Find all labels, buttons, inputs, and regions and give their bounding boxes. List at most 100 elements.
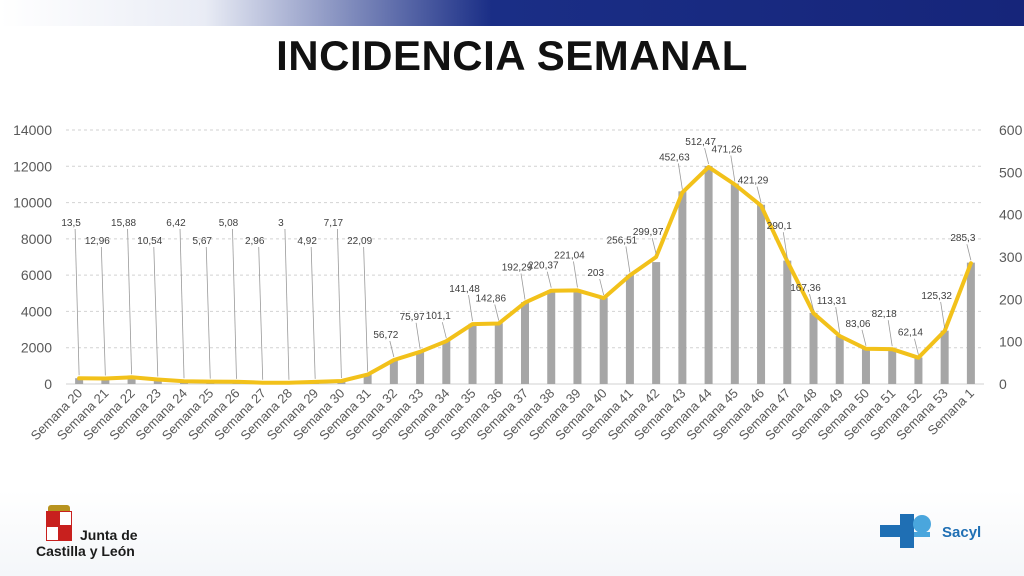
data-label: 290,1 <box>767 221 792 232</box>
data-label: 452,63 <box>659 152 690 163</box>
data-label: 22,09 <box>347 236 372 247</box>
data-label: 5,08 <box>219 218 239 229</box>
data-label: 6,42 <box>166 218 186 229</box>
left-tick-label: 8000 <box>21 231 52 247</box>
left-tick-label: 0 <box>44 376 52 392</box>
line-point <box>812 311 816 315</box>
data-label: 83,06 <box>845 319 870 330</box>
data-label: 75,97 <box>400 312 425 323</box>
bar <box>573 290 582 384</box>
leader-line <box>100 246 106 376</box>
line-point <box>313 380 317 384</box>
leader-line <box>363 246 369 372</box>
bar <box>652 262 661 384</box>
data-label: 192,29 <box>502 263 533 274</box>
left-tick-label: 6000 <box>21 267 52 283</box>
data-label: 512,47 <box>685 137 716 148</box>
data-label: 7,17 <box>324 218 344 229</box>
right-tick-label: 400 <box>999 207 1023 223</box>
right-tick-label: 100 <box>999 334 1023 350</box>
junta-castilla-leon-logo: Junta de Castilla y León <box>36 505 166 565</box>
line-point <box>680 190 684 194</box>
data-label: 4,92 <box>297 236 317 247</box>
line-point <box>471 322 475 326</box>
bar <box>363 374 372 384</box>
data-label: 82,18 <box>872 309 897 320</box>
bar <box>625 274 634 384</box>
leader-line <box>415 322 421 349</box>
bar <box>547 290 556 384</box>
leader-line <box>258 246 264 380</box>
right-tick-label: 200 <box>999 291 1023 307</box>
left-tick-label: 2000 <box>21 340 52 356</box>
data-label: 203 <box>587 268 604 279</box>
line-series <box>77 165 973 385</box>
right-tick-label: 600 <box>999 122 1023 138</box>
line-point <box>602 296 606 300</box>
data-label: 5,67 <box>193 236 213 247</box>
line-point <box>261 381 265 385</box>
leader-line <box>730 155 736 182</box>
leader-line <box>232 228 237 379</box>
leader-line <box>651 237 657 255</box>
line-point <box>103 377 107 381</box>
logo-text-line2: Castilla y León <box>36 543 135 559</box>
page-title: INCIDENCIA SEMANAL <box>276 32 748 79</box>
bar <box>416 351 425 384</box>
leader-line <box>310 246 316 379</box>
sacyl-logo: Sacyl <box>880 512 1000 552</box>
line-point <box>366 373 370 377</box>
leader-line <box>887 320 893 347</box>
leader-line <box>573 261 578 288</box>
sacyl-text: Sacyl <box>942 524 982 541</box>
leader-line <box>625 246 631 273</box>
bar <box>678 191 687 384</box>
leader-line <box>782 232 788 259</box>
data-label: 221,04 <box>554 250 585 261</box>
line-point <box>287 381 291 385</box>
bar <box>835 335 844 384</box>
leader-line <box>74 228 80 376</box>
leader-line <box>205 246 211 379</box>
leader-line <box>179 228 185 379</box>
line-point <box>130 375 134 379</box>
line-point <box>838 334 842 338</box>
bar <box>153 379 162 384</box>
line-point <box>575 288 579 292</box>
bar <box>757 204 766 384</box>
line-point <box>969 261 973 265</box>
line-point <box>890 347 894 351</box>
leader-line <box>677 163 683 190</box>
line-point <box>392 358 396 362</box>
right-tick-label: 0 <box>999 376 1007 392</box>
leader-line <box>914 338 919 355</box>
data-label: 299,97 <box>633 227 664 238</box>
coat-of-arms-icon <box>44 505 74 543</box>
data-label: 142,86 <box>475 294 506 305</box>
line-point <box>628 273 632 277</box>
bar <box>468 323 477 384</box>
line-point <box>707 165 711 169</box>
line-point <box>785 259 789 263</box>
leader-line <box>284 228 290 380</box>
leader-line <box>861 329 867 346</box>
leader-line <box>966 244 972 261</box>
line-point <box>77 376 81 380</box>
leader-line <box>389 340 395 358</box>
line-point <box>864 347 868 351</box>
data-label: 15,88 <box>111 218 136 229</box>
data-label: 113,31 <box>817 296 847 307</box>
line-point <box>916 356 920 360</box>
line-point <box>444 339 448 343</box>
line-point <box>182 379 186 383</box>
line-point <box>497 322 501 326</box>
data-label: 256,51 <box>607 235 638 246</box>
leader-line <box>494 304 500 321</box>
line-point <box>208 380 212 384</box>
bar <box>494 323 503 384</box>
leader-line <box>153 246 159 377</box>
line-point <box>523 301 527 305</box>
leader-line <box>520 273 526 300</box>
data-label: 2,96 <box>245 236 265 247</box>
